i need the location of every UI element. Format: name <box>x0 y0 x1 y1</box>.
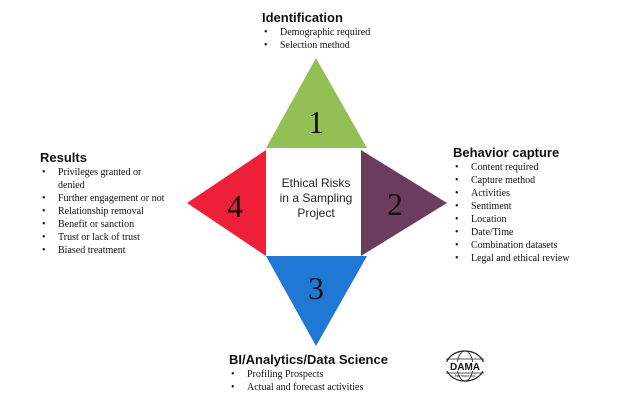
list-item: Privileges granted or denied <box>40 166 190 192</box>
results-title: Results <box>40 150 87 165</box>
list-item: Combination datasets <box>453 239 623 252</box>
list-item: Biased treatment <box>40 244 190 257</box>
logo-subtext: International <box>453 373 476 378</box>
list-item: Profiling Prospects <box>229 368 429 381</box>
list-item: Legal and ethical review <box>453 252 623 265</box>
list-item: Capture method <box>453 174 623 187</box>
list-item: Benefit or sanction <box>40 218 190 231</box>
triangle-2-behavior-capture <box>361 150 447 256</box>
behavior-capture-list: Content required Capture method Activiti… <box>453 161 623 265</box>
identification-title: Identification <box>262 10 343 25</box>
list-item: Demographic required <box>262 26 422 39</box>
list-item: Activities <box>453 187 623 200</box>
center-label-line-2: in a Sampling <box>279 191 353 205</box>
triangle-1-number: 1 <box>308 104 324 140</box>
list-item: Relationship removal <box>40 205 190 218</box>
triangle-2-number: 2 <box>387 186 403 222</box>
list-item: Trust or lack of trust <box>40 231 190 244</box>
bi-analytics-title: BI/Analytics/Data Science <box>229 352 388 367</box>
list-item: Location <box>453 213 623 226</box>
results-block: Results Privileges granted or denied Fur… <box>40 150 190 257</box>
behavior-capture-block: Behavior capture Content required Captur… <box>453 145 623 265</box>
list-item: Further engagement or not <box>40 192 190 205</box>
triangle-3-number: 3 <box>308 270 324 306</box>
identification-block: Identification Demographic required Sele… <box>262 10 422 52</box>
list-item: Actual and forecast activities <box>229 381 429 394</box>
list-item: Sentiment <box>453 200 623 213</box>
list-item: Date/Time <box>453 226 623 239</box>
center-label-line-3: Project <box>297 206 335 220</box>
bi-analytics-block: BI/Analytics/Data Science Profiling Pros… <box>229 352 429 394</box>
triangle-4-results <box>187 150 266 256</box>
center-label-line-1: Ethical Risks <box>281 176 351 190</box>
logo-text: DAMA <box>450 362 480 373</box>
triangle-3-analytics <box>266 256 367 346</box>
behavior-capture-title: Behavior capture <box>453 145 560 160</box>
list-item: Selection method <box>262 39 422 52</box>
globe-icon: DAMA International <box>442 350 488 382</box>
triangle-4-number: 4 <box>227 188 243 224</box>
list-item: Content required <box>453 161 623 174</box>
triangle-1-identification <box>266 58 367 148</box>
identification-list: Demographic required Selection method <box>262 26 422 52</box>
dama-logo: DAMA International <box>441 349 489 383</box>
center-label: Ethical Risks in a Sampling Project <box>271 176 361 221</box>
results-list: Privileges granted or denied Further eng… <box>40 166 190 257</box>
bi-analytics-list: Profiling Prospects Actual and forecast … <box>229 368 429 394</box>
